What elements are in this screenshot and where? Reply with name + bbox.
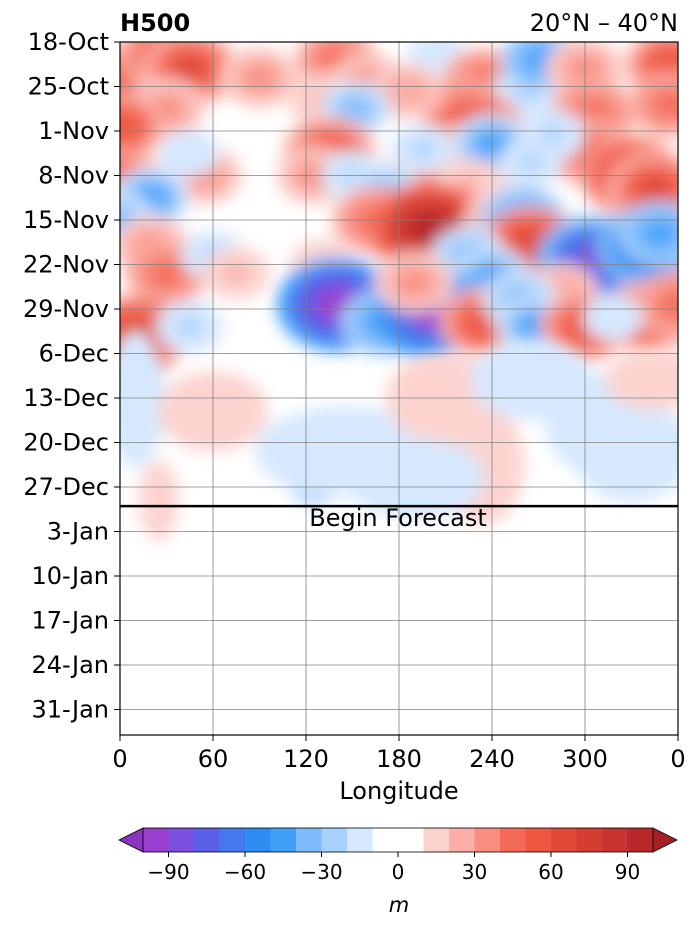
y-tick-label: 8-Nov — [38, 162, 109, 190]
colorbar-tick-label: 30 — [462, 860, 487, 884]
y-tick-label: 10-Jan — [31, 562, 109, 590]
heatmap-core — [151, 261, 182, 285]
colorbar-segment — [373, 828, 425, 852]
forecast-anomaly — [572, 401, 692, 501]
x-tick-label: 60 — [198, 745, 229, 773]
heatmap-area — [75, 20, 697, 735]
y-tick-label: 31-Jan — [31, 696, 109, 724]
heatmap-blobs — [75, 20, 697, 375]
colorbar-segment — [500, 828, 526, 852]
y-tick-label: 20-Dec — [23, 429, 109, 457]
colorbar-segment — [551, 828, 577, 852]
x-tick-label: 0 — [112, 745, 127, 773]
colorbar-segment — [602, 828, 628, 852]
x-tick-label: 0 — [670, 745, 685, 773]
y-tick-label: 1-Nov — [38, 117, 109, 145]
colorbar-label: m — [389, 893, 409, 917]
heatmap-core — [245, 66, 274, 89]
y-tick-label: 15-Nov — [23, 206, 109, 234]
x-axis-label: Longitude — [339, 777, 458, 805]
x-tick-label: 120 — [283, 745, 329, 773]
x-tick-label: 180 — [376, 745, 422, 773]
colorbar-segment — [245, 828, 271, 852]
chart-title-left: H500 — [120, 9, 190, 37]
y-tick-label: 17-Jan — [31, 607, 109, 635]
y-tick-label: 25-Oct — [28, 73, 109, 101]
heatmap-core — [427, 47, 449, 64]
colorbar-tick-label: −90 — [147, 860, 189, 884]
heatmap-core — [394, 81, 420, 102]
colorbar-segment — [220, 828, 246, 852]
colorbar-tick-label: −30 — [300, 860, 342, 884]
heatmap-core — [644, 221, 675, 245]
heatmap-core — [172, 55, 208, 83]
x-axis: 0 60 120 180 240 300 0 — [112, 735, 685, 773]
y-tick-label: 24-Jan — [31, 651, 109, 679]
y-tick-label: 29-Nov — [23, 295, 109, 323]
heatmap-core — [342, 98, 368, 119]
colorbar-segment — [194, 828, 220, 852]
colorbar-segment — [322, 828, 348, 852]
colorbar-segment — [475, 828, 501, 852]
colorbar-segment — [271, 828, 297, 852]
y-tick-label: 18-Oct — [28, 28, 109, 56]
heatmap-core — [519, 153, 543, 171]
x-tick-label: 300 — [562, 745, 608, 773]
heatmap-core — [224, 264, 249, 284]
heatmap-core — [179, 145, 201, 162]
x-tick-label: 240 — [469, 745, 515, 773]
heatmap-core — [410, 140, 434, 158]
heatmap-core — [637, 175, 673, 203]
colorbar: −90 −60 −30 0 30 60 90 — [119, 828, 677, 884]
heatmap-core — [177, 317, 202, 337]
y-tick-label: 6-Dec — [39, 340, 109, 368]
heatmap-core — [655, 92, 686, 116]
y-tick-label: 22-Nov — [23, 251, 109, 279]
colorbar-segment — [526, 828, 552, 852]
colorbar-tick-label: 60 — [538, 860, 563, 884]
y-tick-label: 3-Jan — [47, 518, 109, 546]
y-tick-label: 13-Dec — [23, 384, 109, 412]
colorbar-segment — [169, 828, 195, 852]
colorbar-segment — [296, 828, 322, 852]
colorbar-segment — [577, 828, 603, 852]
colorbar-segment — [347, 828, 373, 852]
colorbar-extend-high — [653, 828, 677, 852]
heatmap-core — [602, 309, 624, 326]
y-tick-label: 27-Dec — [23, 473, 109, 501]
chart-title-right: 20°N – 40°N — [530, 9, 678, 37]
colorbar-segment — [424, 828, 450, 852]
colorbar-segment — [449, 828, 475, 852]
colorbar-extend-low — [119, 828, 143, 852]
heatmap-core — [400, 271, 429, 294]
colorbar-tick-label: 90 — [615, 860, 640, 884]
forecast-label: Begin Forecast — [309, 504, 487, 532]
colorbar-segment — [628, 828, 654, 852]
colorbar-tick-label: −60 — [224, 860, 266, 884]
forecast-anomaly — [139, 460, 179, 540]
y-axis: 18-Oct 25-Oct 1-Nov 8-Nov 15-Nov 22-Nov 29-Nov… — [23, 28, 120, 724]
colorbar-segment — [143, 828, 169, 852]
colorbar-tick-label: 0 — [392, 860, 405, 884]
